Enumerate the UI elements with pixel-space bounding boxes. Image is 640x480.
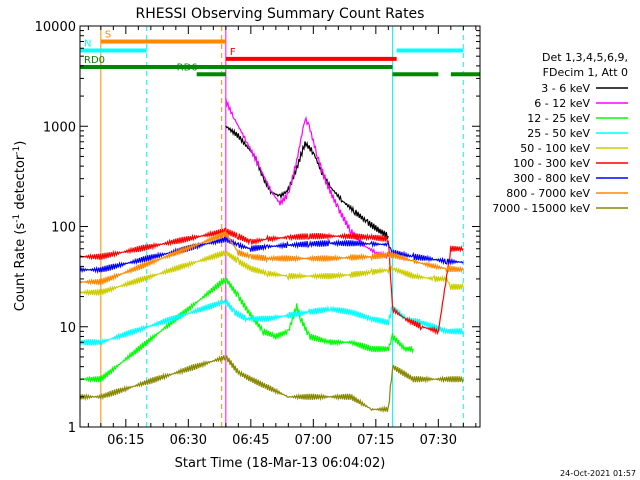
state-bar-rd0-0 (80, 64, 226, 69)
footer-timestamp: 24-Oct-2021 01:57 (560, 469, 636, 478)
legend-header-line-2: FDecim 1, Att 0 (543, 66, 628, 79)
state-bar-label-n: N (84, 38, 91, 49)
state-bar-rd6-2 (450, 72, 480, 77)
series-line-300-800-kev (80, 236, 464, 275)
y-tick-label-1: 1 (68, 421, 76, 436)
x-tick-label-06-15: 06:15 (107, 433, 144, 448)
state-bar-label-rd6: RD6 (177, 62, 198, 73)
state-bar-f-0 (225, 56, 397, 61)
state-bar-s-0 (100, 39, 226, 44)
series-line-25-50-kev (80, 299, 464, 347)
x-axis-label: Start Time (18-Mar-13 06:04:02) (175, 456, 386, 471)
x-tick-label-06-45: 06:45 (232, 433, 269, 448)
y-tick-label-10000: 10000 (35, 20, 76, 35)
y-tick-label-10: 10 (59, 321, 76, 336)
y-tick-label-100: 100 (51, 221, 76, 236)
state-bar-rd6-1 (392, 72, 439, 77)
x-tick-label-06-30: 06:30 (170, 433, 207, 448)
legend-label-800-7000-kev: 800 - 7000 keV (506, 187, 590, 200)
series-line-7000-15000-kev (80, 355, 464, 414)
y-axis-label: Count Rate (s-1 detector-1) (12, 141, 28, 312)
series-line-800-7000-kev (80, 231, 464, 286)
y-tick-label-1000: 1000 (43, 120, 76, 135)
legend-label-100-300-kev: 100 - 300 keV (513, 157, 590, 170)
x-tick-label-07-00: 07:00 (295, 433, 332, 448)
legend-label-3-6-kev: 3 - 6 keV (541, 82, 590, 95)
series-line-100-300-kev (80, 227, 464, 336)
series-line-50-100-kev (80, 250, 464, 297)
x-tick-label-07-15: 07:15 (357, 433, 394, 448)
legend-header-line-1: Det 1,3,4,5,6,9, (542, 51, 628, 64)
state-bar-label-rd0: RD0 (84, 55, 105, 66)
series-line-6-12-kev (225, 98, 389, 259)
legend-label-25-50-kev: 25 - 50 keV (527, 127, 590, 140)
state-bar-n-1 (396, 48, 464, 53)
legend-label-12-25-kev: 12 - 25 keV (527, 112, 590, 125)
chart-title: RHESSI Observing Summary Count Rates (136, 6, 425, 22)
state-bar-label-f: F (230, 47, 236, 58)
state-bar-rd6-0 (196, 72, 226, 77)
legend-label-300-800-kev: 300 - 800 keV (513, 172, 590, 185)
state-bar-label-s: S (105, 30, 111, 41)
legend: Det 1,3,4,5,6,9, FDecim 1, Att 0 3 - 6 k… (492, 51, 628, 215)
series-line-12-25-kev (80, 277, 414, 384)
x-tick-label-07-30: 07:30 (420, 433, 457, 448)
state-bar-n-0 (80, 48, 147, 53)
legend-label-50-100-kev: 50 - 100 keV (520, 142, 590, 155)
state-bar-rd0-1 (225, 64, 393, 69)
legend-label-6-12-kev: 6 - 12 keV (534, 97, 590, 110)
legend-label-7000-15000-kev: 7000 - 15000 keV (492, 202, 590, 215)
